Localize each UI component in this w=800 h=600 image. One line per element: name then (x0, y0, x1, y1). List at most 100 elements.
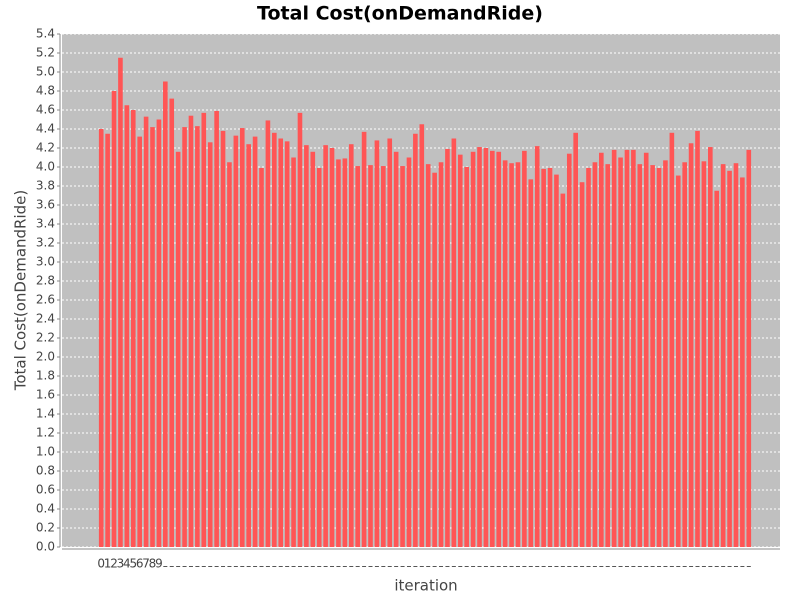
y-tick-label: 2.8 (36, 274, 55, 288)
x-tick-dots (317, 566, 322, 567)
bar (643, 152, 649, 547)
bar (656, 167, 662, 547)
bar (566, 153, 572, 547)
bar (509, 163, 514, 547)
x-tick-dots (580, 566, 585, 567)
y-tick-label: 2.2 (36, 331, 55, 345)
x-axis-label: iteration (394, 577, 457, 595)
x-tick-dots (708, 566, 713, 567)
x-tick-dots (740, 566, 745, 567)
x-tick-dots (278, 566, 283, 567)
y-tick-label: 0.2 (36, 521, 55, 535)
x-tick-dots (483, 566, 488, 567)
y-tick-label: 3.8 (36, 179, 55, 193)
x-tick-dots (496, 566, 501, 567)
x-tick-dots (381, 566, 386, 567)
x-tick-dots (188, 566, 193, 567)
x-tick-dots (458, 566, 463, 567)
x-tick-label: 3 (117, 557, 125, 571)
bar (554, 174, 559, 547)
bar (316, 167, 322, 547)
bar (720, 164, 726, 547)
x-tick-dots (272, 566, 277, 567)
x-tick-label: 1 (104, 557, 112, 571)
x-tick-dots (439, 566, 444, 567)
bar (573, 132, 578, 548)
bar (278, 138, 284, 547)
x-tick-dots (528, 566, 533, 567)
bar (310, 151, 316, 548)
bar (586, 167, 591, 547)
x-tick-dots (355, 566, 360, 567)
x-tick-label: 4 (123, 557, 131, 571)
bar (534, 146, 540, 547)
x-tick-dots (695, 566, 700, 567)
bar (361, 131, 367, 547)
bar (618, 157, 623, 547)
y-tick-label: 4.2 (36, 141, 55, 155)
bar (387, 138, 393, 547)
x-tick-dots (451, 566, 456, 567)
x-tick-dots (682, 566, 687, 567)
x-tick-dots (426, 566, 431, 567)
y-tick-label: 0.4 (36, 502, 55, 516)
x-tick-dots (471, 566, 476, 567)
y-tick-label: 5.0 (36, 65, 55, 79)
bar (130, 110, 136, 547)
x-tick-label: 8 (149, 557, 157, 571)
x-tick-label: 7 (142, 557, 150, 571)
x-tick-dots (612, 566, 617, 567)
bar (201, 112, 207, 547)
bar (515, 162, 521, 547)
bar (336, 159, 341, 547)
bar (143, 116, 149, 548)
x-tick-dots (285, 566, 290, 567)
x-tick-dots (233, 566, 238, 567)
x-tick-dots (689, 566, 694, 567)
bar (477, 147, 482, 548)
x-tick-dots (490, 566, 495, 567)
bar (272, 132, 277, 548)
bar (374, 140, 380, 547)
bar (291, 157, 296, 547)
bar (599, 152, 604, 547)
x-tick-label: 0 (97, 557, 105, 571)
bar (624, 149, 630, 547)
x-tick-dots (387, 566, 392, 567)
bar (323, 145, 328, 547)
bar (246, 144, 251, 547)
y-tick-label: 1.0 (36, 445, 55, 459)
x-tick-dots (676, 566, 681, 567)
x-tick-dots (195, 566, 200, 567)
x-tick-dots (169, 566, 174, 567)
x-tick-dots (342, 566, 347, 567)
x-tick-dots (637, 566, 642, 567)
bar (637, 164, 643, 547)
bar (355, 166, 360, 548)
bar (150, 127, 155, 547)
bar (105, 133, 110, 547)
x-tick-dots (400, 566, 405, 567)
x-tick-dots (701, 566, 706, 567)
y-tick-label: 2.4 (36, 312, 55, 326)
y-tick-label: 2.0 (36, 350, 55, 364)
bar (233, 135, 239, 547)
x-tick-dots (721, 566, 726, 567)
bar (438, 162, 444, 547)
bar (227, 162, 232, 547)
bar (451, 138, 457, 547)
x-tick-dots (592, 566, 597, 567)
bar (329, 148, 335, 547)
x-tick-dots (445, 566, 450, 567)
chart-title: Total Cost(onDemandRide) (257, 3, 543, 25)
bar (605, 164, 611, 547)
bar (675, 175, 681, 548)
bar (419, 124, 425, 547)
bar (445, 148, 450, 547)
y-tick-label: 3.4 (36, 217, 55, 231)
x-tick-dots (522, 566, 527, 567)
bar (714, 190, 720, 547)
x-tick-dots (432, 566, 437, 567)
x-tick-label: 2 (110, 557, 118, 571)
bar (304, 145, 309, 547)
